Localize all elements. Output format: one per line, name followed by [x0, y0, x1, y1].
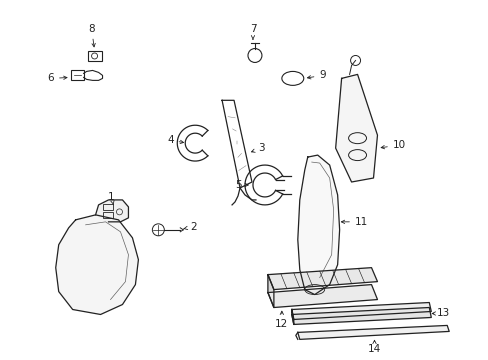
Text: 9: 9 [307, 71, 325, 80]
Text: 13: 13 [431, 309, 449, 319]
Bar [71, 71, 83, 80]
Text: 4: 4 [166, 135, 183, 145]
Text: 7: 7 [249, 24, 256, 39]
Text: 3: 3 [251, 143, 264, 153]
Polygon shape [297, 325, 448, 339]
Bar [102, 212, 112, 218]
Polygon shape [95, 200, 128, 222]
Polygon shape [56, 215, 138, 315]
Bar [102, 204, 112, 210]
Polygon shape [267, 268, 377, 289]
Text: 2: 2 [183, 222, 196, 232]
Text: 14: 14 [367, 340, 380, 354]
Text: 6: 6 [47, 73, 67, 84]
Polygon shape [267, 275, 273, 307]
Polygon shape [291, 302, 430, 319]
Text: 5: 5 [234, 180, 248, 190]
Polygon shape [297, 155, 339, 294]
Text: 11: 11 [341, 217, 367, 227]
Text: 12: 12 [275, 311, 288, 329]
Polygon shape [291, 307, 430, 324]
Bar [87, 50, 102, 62]
Polygon shape [267, 285, 377, 307]
Text: 10: 10 [380, 140, 405, 150]
Text: 8: 8 [88, 24, 95, 47]
Polygon shape [291, 310, 293, 324]
Text: 1: 1 [108, 192, 115, 205]
Polygon shape [335, 75, 377, 182]
